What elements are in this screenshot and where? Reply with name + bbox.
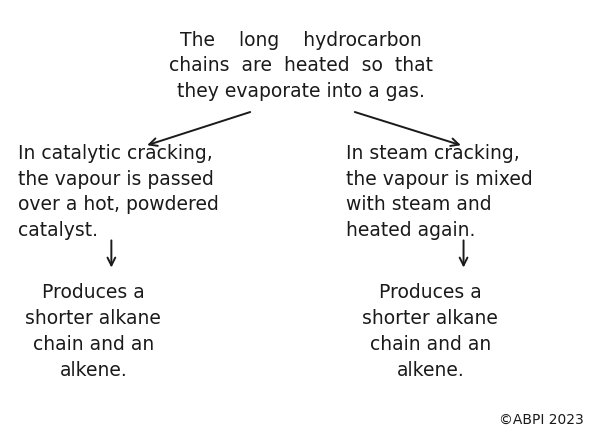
Text: The    long    hydrocarbon
chains  are  heated  so  that
they evaporate into a g: The long hydrocarbon chains are heated s… [169,31,433,101]
Text: ©ABPI 2023: ©ABPI 2023 [499,413,584,427]
Text: Produces a
shorter alkane
chain and an
alkene.: Produces a shorter alkane chain and an a… [25,283,161,380]
Text: In catalytic cracking,
the vapour is passed
over a hot, powdered
catalyst.: In catalytic cracking, the vapour is pas… [18,144,219,240]
Text: Produces a
shorter alkane
chain and an
alkene.: Produces a shorter alkane chain and an a… [362,283,498,380]
Text: In steam cracking,
the vapour is mixed
with steam and
heated again.: In steam cracking, the vapour is mixed w… [346,144,533,240]
